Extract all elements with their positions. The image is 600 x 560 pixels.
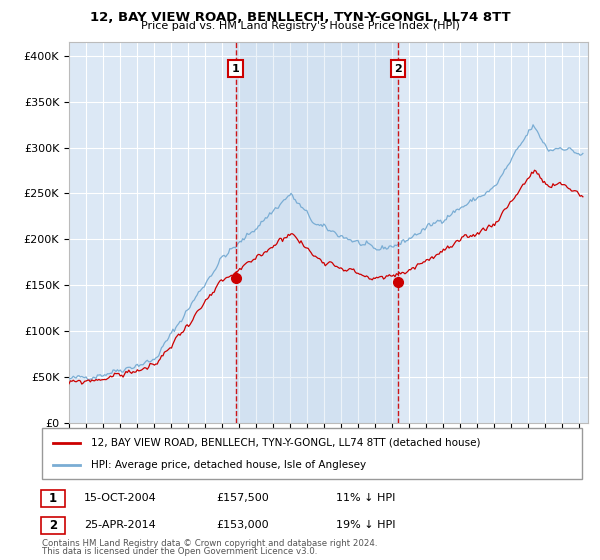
Text: £157,500: £157,500 xyxy=(216,493,269,503)
Text: £153,000: £153,000 xyxy=(216,520,269,530)
Text: 2: 2 xyxy=(49,519,57,532)
Text: 19% ↓ HPI: 19% ↓ HPI xyxy=(336,520,395,530)
Bar xyxy=(236,42,398,423)
Text: Contains HM Land Registry data © Crown copyright and database right 2024.: Contains HM Land Registry data © Crown c… xyxy=(42,539,377,548)
Text: 25-APR-2014: 25-APR-2014 xyxy=(84,520,156,530)
Text: 1: 1 xyxy=(232,64,239,74)
Text: Price paid vs. HM Land Registry's House Price Index (HPI): Price paid vs. HM Land Registry's House … xyxy=(140,21,460,31)
Text: 15-OCT-2004: 15-OCT-2004 xyxy=(84,493,157,503)
Text: 12, BAY VIEW ROAD, BENLLECH, TYN-Y-GONGL, LL74 8TT (detached house): 12, BAY VIEW ROAD, BENLLECH, TYN-Y-GONGL… xyxy=(91,437,480,447)
Text: 12, BAY VIEW ROAD, BENLLECH, TYN-Y-GONGL, LL74 8TT: 12, BAY VIEW ROAD, BENLLECH, TYN-Y-GONGL… xyxy=(89,11,511,24)
Text: HPI: Average price, detached house, Isle of Anglesey: HPI: Average price, detached house, Isle… xyxy=(91,460,366,470)
Text: This data is licensed under the Open Government Licence v3.0.: This data is licensed under the Open Gov… xyxy=(42,547,317,556)
Text: 2: 2 xyxy=(394,64,401,74)
Text: 1: 1 xyxy=(49,492,57,505)
FancyBboxPatch shape xyxy=(42,428,582,479)
Text: 11% ↓ HPI: 11% ↓ HPI xyxy=(336,493,395,503)
